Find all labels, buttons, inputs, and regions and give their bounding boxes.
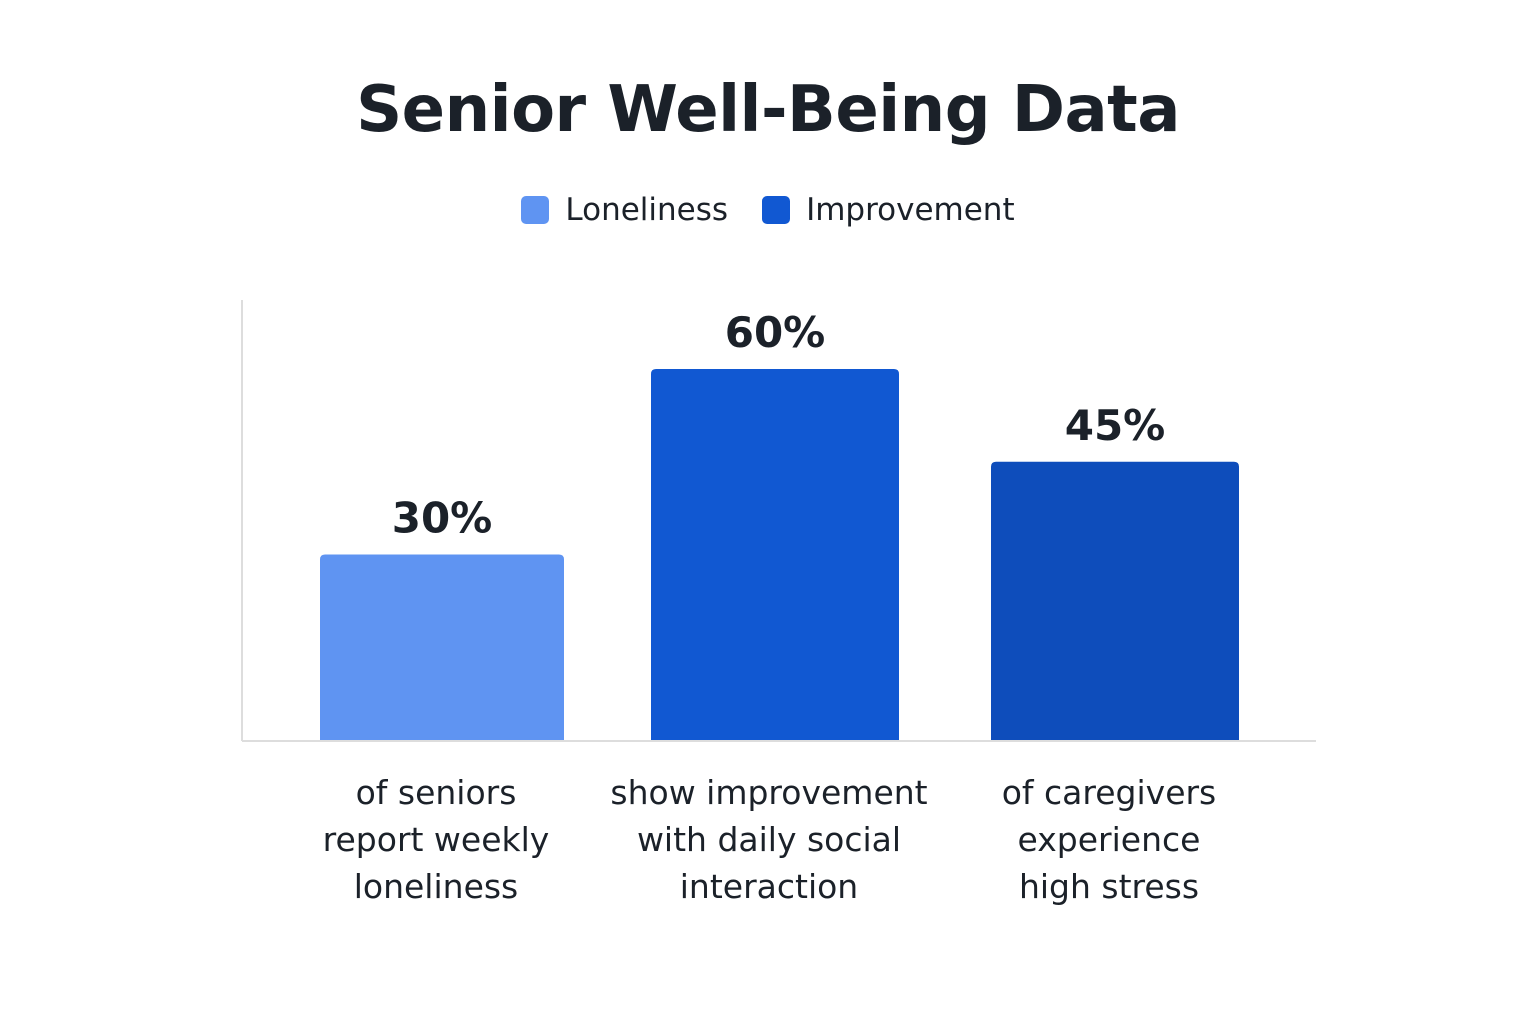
category-label-2: show improvement with daily social interac… [610, 773, 927, 906]
legend-swatch-loneliness [521, 196, 550, 224]
legend: Loneliness Improvement [0, 192, 1536, 228]
value-label-1: 30% [392, 494, 493, 543]
legend-item-improvement: Improvement [762, 192, 1015, 228]
category-label-3-line-1: of caregivers [1002, 773, 1217, 812]
legend-label-improvement: Improvement [806, 192, 1015, 228]
bar-3 [991, 461, 1239, 740]
category-label-2-line-1: show improvement [610, 773, 927, 812]
category-label-3: of caregivers experience high stress [1002, 773, 1217, 906]
category-label-3-line-3: high stress [1019, 867, 1199, 906]
bar-1 [320, 554, 564, 740]
chart-title: Senior Well-Being Data [356, 73, 1180, 147]
legend-item-loneliness: Loneliness [521, 192, 728, 228]
category-label-1: of seniors report weekly loneliness [323, 773, 550, 906]
category-label-1-line-1: of seniors [356, 773, 517, 812]
category-label-3-line-2: experience [1018, 820, 1201, 859]
legend-label-loneliness: Loneliness [565, 192, 729, 228]
category-label-2-line-2: with daily social [637, 820, 901, 859]
bar-2 [651, 369, 899, 740]
category-label-1-line-3: loneliness [354, 867, 519, 906]
category-label-2-line-3: interaction [680, 867, 858, 906]
value-label-2: 60% [725, 308, 826, 357]
legend-swatch-improvement [762, 196, 791, 224]
value-label-3: 45% [1065, 401, 1166, 450]
category-label-1-line-2: report weekly [323, 820, 550, 859]
